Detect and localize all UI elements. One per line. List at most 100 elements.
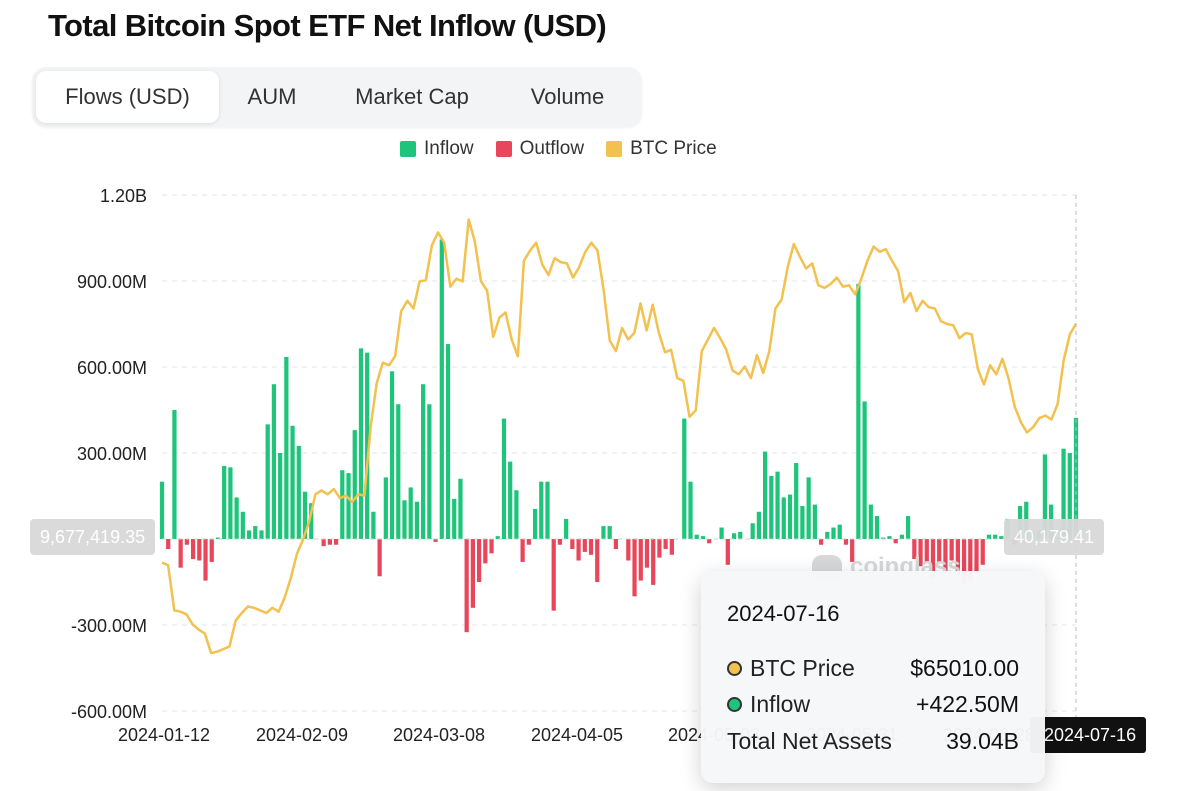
inflow-bar bbox=[501, 418, 507, 539]
inflow-bar bbox=[794, 463, 799, 539]
inflow-bar bbox=[806, 477, 811, 539]
outflow-bar bbox=[955, 539, 960, 575]
inflow-bar bbox=[719, 527, 724, 539]
tab-flows-usd[interactable]: Flows (USD) bbox=[36, 71, 219, 123]
x-tick-label: 2024-02-09 bbox=[256, 725, 348, 745]
inflow-bar bbox=[881, 537, 886, 539]
outflow-bar bbox=[520, 539, 525, 562]
x-tick-label: 2024-03-08 bbox=[393, 725, 485, 745]
outflow-bar bbox=[924, 539, 929, 562]
inflow-bar bbox=[763, 451, 768, 539]
inflow-bar bbox=[986, 534, 992, 539]
tab-volume[interactable]: Volume bbox=[530, 84, 605, 109]
tooltip-label-inflow: Inflow bbox=[750, 690, 811, 717]
y-tick-label: 600.00M bbox=[77, 358, 147, 378]
inflow-bar bbox=[545, 481, 550, 539]
inflow-bar bbox=[781, 497, 786, 539]
outflow-bar bbox=[613, 539, 619, 550]
price-axis-crosshair-badge: 40,179.41 bbox=[1004, 519, 1105, 555]
crosshair bbox=[162, 195, 1077, 721]
inflow-bar bbox=[688, 481, 693, 539]
tooltip-label-btc-price: BTC Price bbox=[750, 654, 855, 681]
inflow-bar bbox=[228, 467, 233, 539]
tooltip-date: 2024-07-16 bbox=[727, 601, 840, 626]
y-tick-label: 300.00M bbox=[77, 444, 147, 464]
inflow-bar bbox=[812, 504, 817, 539]
inflow-bar bbox=[769, 475, 774, 539]
legend-item-outflow[interactable]: Outflow bbox=[495, 138, 584, 160]
inflow-bar bbox=[731, 533, 737, 539]
outflow-bar bbox=[961, 539, 967, 584]
inflow-bar bbox=[271, 384, 277, 539]
y-tick-label: -600.00M bbox=[71, 702, 147, 722]
inflow-bar bbox=[514, 490, 519, 539]
inflow-bar bbox=[452, 498, 457, 539]
inflow-bar bbox=[868, 504, 873, 539]
btc-price-line bbox=[161, 218, 1078, 655]
inflow-bar bbox=[539, 481, 544, 539]
outflow-bar bbox=[178, 539, 183, 568]
outflow-bar bbox=[595, 539, 600, 582]
inflow-bar bbox=[756, 511, 762, 539]
y-axis-crosshair-badge: 9,677,419.35 bbox=[30, 519, 156, 555]
inflow-dot-icon bbox=[727, 696, 742, 712]
inflow-bar bbox=[253, 526, 258, 539]
outflow-bar bbox=[669, 539, 674, 555]
inflow-bar bbox=[296, 445, 301, 539]
outflow-bar bbox=[707, 539, 712, 544]
inflow-bar bbox=[172, 410, 177, 539]
inflow-bar bbox=[396, 404, 401, 539]
inflow-bar bbox=[607, 526, 612, 539]
legend-item-inflow[interactable]: Inflow bbox=[400, 138, 474, 160]
btc-price-path bbox=[161, 218, 1078, 655]
outflow-bar bbox=[489, 539, 494, 554]
outflow-bar bbox=[576, 539, 581, 561]
inflow-bar bbox=[775, 471, 780, 539]
outflow-bar bbox=[850, 539, 855, 562]
inflow-bar bbox=[856, 283, 861, 539]
inflow-bar bbox=[837, 524, 842, 539]
page-title: Total Bitcoin Spot ETF Net Inflow (USD) bbox=[48, 8, 607, 43]
y-tick-label: 900.00M bbox=[77, 272, 147, 292]
tooltip-label-total-net-assets: Total Net Assets bbox=[727, 727, 892, 754]
tooltip-value-inflow: +422.50M bbox=[916, 690, 1019, 717]
tooltip-row-total-net-assets: Total Net Assets 39.04B bbox=[727, 726, 1019, 756]
x-axis-crosshair-badge: 2024-07-16 bbox=[1030, 717, 1147, 753]
inflow-bar bbox=[564, 518, 569, 539]
outflow-bar bbox=[166, 539, 171, 550]
outflow-bar bbox=[476, 539, 482, 582]
outflow-bar bbox=[974, 539, 979, 572]
inflow-bar bbox=[682, 418, 687, 539]
inflow-bar bbox=[358, 348, 364, 539]
inflow-bar bbox=[159, 481, 165, 539]
legend-item-btc-price[interactable]: BTC Price bbox=[606, 138, 717, 160]
outflow-bar bbox=[433, 539, 438, 542]
inflow-bar bbox=[371, 511, 376, 539]
metric-tabs: Flows (USD) AUM Market Cap Volume bbox=[32, 67, 642, 127]
outflow-bar bbox=[651, 539, 656, 585]
inflow-bar bbox=[874, 516, 880, 539]
price-dot-icon bbox=[727, 660, 742, 676]
outflow-bar bbox=[557, 539, 563, 545]
outflow-bar bbox=[197, 539, 202, 561]
legend-label-inflow: Inflow bbox=[424, 138, 474, 159]
tab-aum[interactable]: AUM bbox=[247, 84, 297, 109]
inflow-bar bbox=[445, 344, 451, 539]
inflow-bar bbox=[222, 465, 227, 539]
outflow-bar bbox=[588, 539, 594, 555]
legend-swatch-btc-price bbox=[606, 141, 623, 157]
outflow-bar bbox=[470, 539, 475, 608]
flow-bars bbox=[159, 239, 1079, 633]
outflow-bar bbox=[321, 539, 326, 547]
inflow-bar bbox=[825, 531, 830, 539]
inflow-bar bbox=[340, 470, 345, 539]
tooltip-value-btc-price: $65010.00 bbox=[910, 654, 1019, 681]
tab-market-cap[interactable]: Market Cap bbox=[355, 84, 469, 109]
outflow-bar bbox=[209, 539, 214, 562]
outflow-bar bbox=[725, 539, 730, 565]
inflow-bar bbox=[389, 371, 395, 539]
tooltip-row-inflow: Inflow +422.50M bbox=[727, 689, 1019, 719]
inflow-bar bbox=[1042, 454, 1048, 539]
inflow-bar bbox=[234, 497, 239, 539]
y-tick-label: 1.20B bbox=[100, 186, 147, 206]
